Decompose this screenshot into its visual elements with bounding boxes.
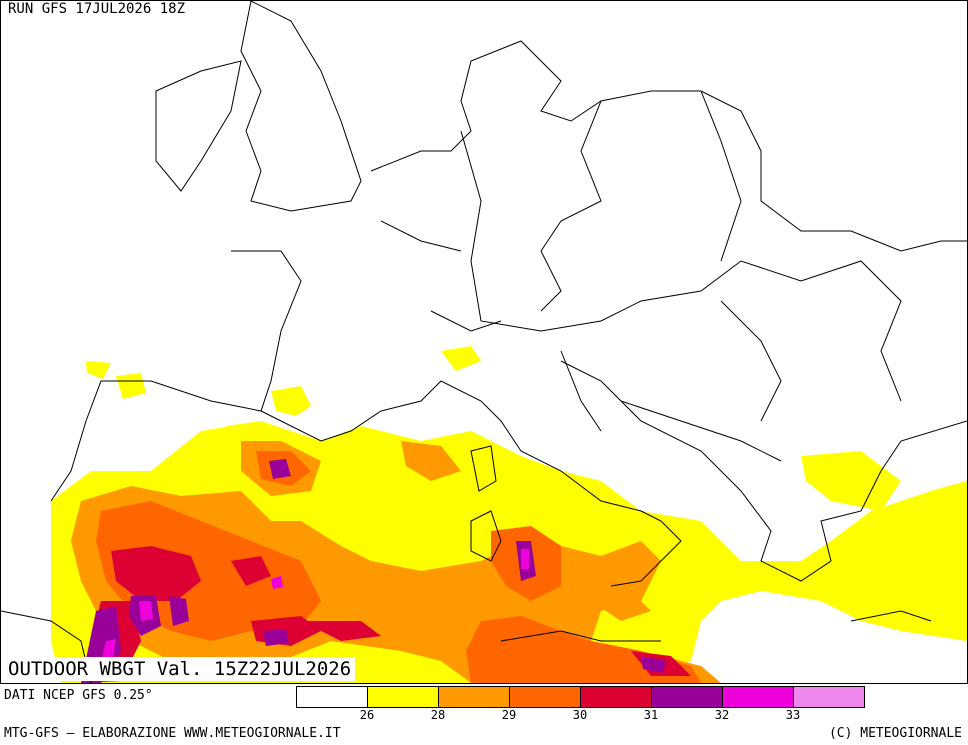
legend-swatch-2 bbox=[439, 687, 510, 707]
run-label: RUN GFS 17JUL2026 18Z bbox=[5, 1, 189, 18]
data-source-label: DATI NCEP GFS 0.25° bbox=[4, 688, 153, 703]
color-legend bbox=[296, 686, 865, 708]
weather-map bbox=[0, 0, 968, 684]
legend-swatch-3 bbox=[510, 687, 581, 707]
legend-tick-label: 29 bbox=[501, 708, 517, 722]
legend-tick-label: 28 bbox=[430, 708, 446, 722]
footer-credit: MTG-GFS – ELABORAZIONE WWW.METEOGIORNALE… bbox=[4, 726, 341, 741]
footer-copyright: (C) METEOGIORNALE bbox=[828, 726, 962, 741]
legend-swatch-7 bbox=[794, 687, 864, 707]
legend-tick-label: 33 bbox=[785, 708, 801, 722]
legend-tick-label: 31 bbox=[643, 708, 659, 722]
legend-swatch-5 bbox=[652, 687, 723, 707]
legend-tick-label: 26 bbox=[359, 708, 375, 722]
legend-tick-label: 30 bbox=[572, 708, 588, 722]
legend-swatch-0 bbox=[297, 687, 368, 707]
legend-swatch-4 bbox=[581, 687, 652, 707]
legend-swatch-1 bbox=[368, 687, 439, 707]
map-canvas bbox=[1, 1, 967, 683]
legend-swatch-6 bbox=[723, 687, 794, 707]
legend-tick-label: 32 bbox=[714, 708, 730, 722]
coastlines-borders bbox=[1, 1, 967, 683]
valid-time-label: OUTDOOR WBGT Val. 15Z22JUL2026 bbox=[4, 657, 356, 681]
